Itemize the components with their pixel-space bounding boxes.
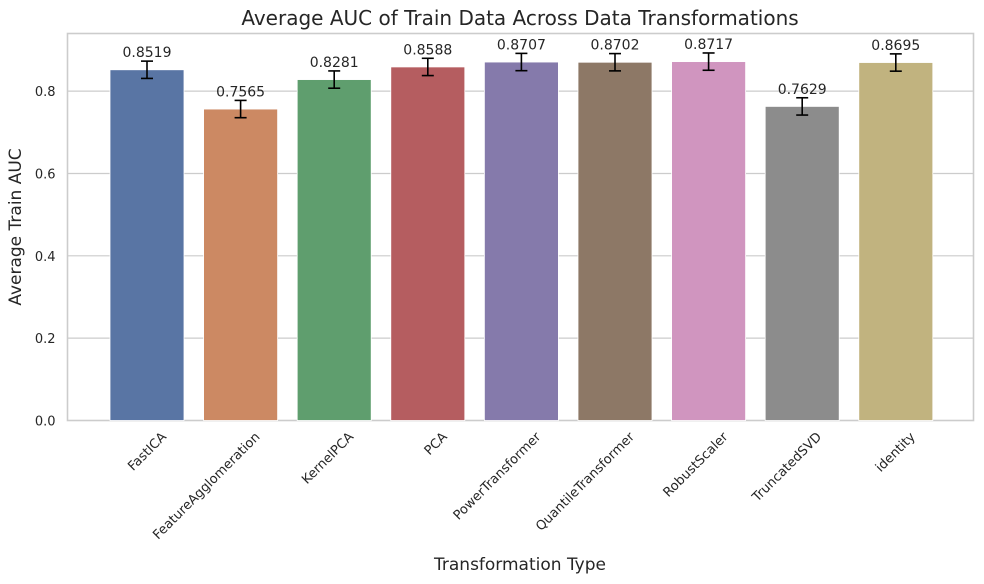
data-label: 0.8717 <box>684 37 733 53</box>
y-tick-label: 0.8 <box>35 85 56 100</box>
error-bar <box>796 96 809 116</box>
error-bar <box>889 53 902 72</box>
y-tick-label: 0.0 <box>35 415 56 430</box>
data-label: 0.8588 <box>403 42 452 58</box>
bar <box>483 61 559 421</box>
chart-title: Average AUC of Train Data Across Data Tr… <box>241 6 798 30</box>
data-label: 0.8281 <box>310 55 359 71</box>
bar <box>109 69 185 421</box>
data-label: 0.8695 <box>871 38 920 54</box>
y-tick-labels: 0.0 0.2 0.4 0.6 0.8 <box>35 85 56 429</box>
bar <box>671 61 746 421</box>
error-bar <box>702 52 715 72</box>
bar <box>296 79 372 421</box>
bar <box>764 106 840 421</box>
x-tick-label: PowerTransformer <box>451 429 545 523</box>
y-axis-label: Average Train AUC <box>6 148 26 305</box>
y-tick-label: 0.6 <box>35 167 56 182</box>
error-bar <box>328 70 341 90</box>
y-tick-label: 0.2 <box>35 332 56 347</box>
data-label: 0.7629 <box>778 82 827 98</box>
data-label: 0.8519 <box>123 45 172 61</box>
y-tick-label: 0.4 <box>35 250 56 265</box>
data-label: 0.8707 <box>497 37 546 53</box>
x-tick-label: PCA <box>422 430 451 459</box>
error-bar <box>141 60 153 80</box>
error-bars <box>141 52 902 119</box>
error-bar <box>609 52 621 72</box>
bar <box>203 108 279 421</box>
error-bar <box>421 57 434 77</box>
x-tick-label: TruncatedSVD <box>749 430 825 506</box>
x-axis-label: Transformation Type <box>433 555 606 575</box>
error-bar <box>515 52 528 72</box>
data-label: 0.8702 <box>591 38 640 54</box>
bar <box>577 61 653 421</box>
x-tick-label: FastICA <box>125 430 170 475</box>
x-tick-label: identity <box>873 430 919 476</box>
bar <box>858 62 934 421</box>
x-tick-label: RobustScaler <box>661 429 732 500</box>
data-labels: 0.8519 0.7565 0.8281 0.8588 0.8707 0.8702 0.87… <box>123 37 921 100</box>
x-tick-label: KernelPCA <box>299 430 357 488</box>
error-bar <box>234 99 247 119</box>
x-tick-label: QuantileTransformer <box>533 429 638 534</box>
data-label: 0.7565 <box>216 84 265 100</box>
bars <box>109 61 934 421</box>
bar <box>390 66 466 421</box>
x-tick-label: FeatureAgglomeration <box>150 430 263 543</box>
